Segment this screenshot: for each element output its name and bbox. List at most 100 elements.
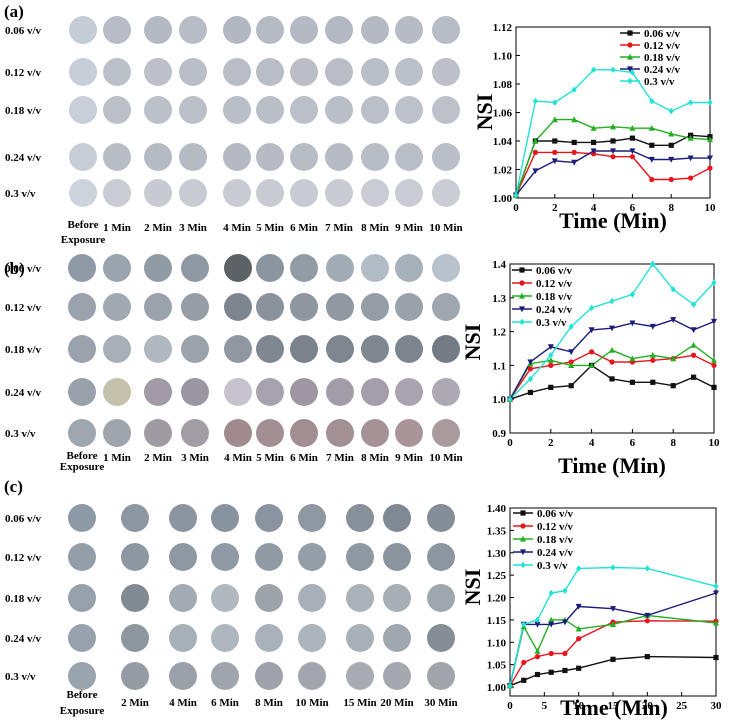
sample-circle [255, 624, 283, 652]
sample-circle [121, 543, 149, 571]
sample-circle [432, 96, 460, 124]
data-point [707, 99, 713, 106]
legend-label: 0.18 v/v [536, 291, 573, 303]
sample-circle [395, 293, 423, 321]
sample-circle [432, 378, 460, 406]
sample-circle [432, 419, 460, 447]
data-point [650, 260, 656, 268]
data-point [527, 359, 534, 366]
data-point [629, 355, 636, 362]
row-label: 0.06 v/v [5, 513, 42, 525]
x-tick-label: 0 [507, 437, 513, 449]
data-point [713, 583, 719, 590]
sample-circle [346, 584, 374, 612]
sample-circle [68, 293, 96, 321]
x-tick-label: 10 [705, 202, 717, 214]
column-label: 6 Min [211, 697, 239, 709]
data-point [568, 359, 574, 365]
x-tick-label: 20 [642, 700, 654, 712]
column-label: 10 Min [429, 222, 462, 234]
sample-circle [144, 96, 172, 124]
row-label: 0.18 v/v [5, 344, 42, 356]
data-point [690, 327, 697, 334]
column-label: 9 Min [395, 222, 423, 234]
sample-circle [121, 662, 149, 690]
data-point [548, 352, 554, 359]
x-tick-label: 4 [591, 202, 597, 214]
data-point [519, 292, 525, 299]
data-point [576, 565, 582, 572]
sample-circle [179, 143, 207, 171]
column-label: Exposure [61, 234, 106, 246]
data-point [629, 379, 635, 385]
y-tick-label: 1.4 [492, 259, 506, 271]
data-point [520, 535, 526, 542]
legend-label: 0.12 v/v [536, 278, 573, 290]
sample-circle [144, 58, 172, 86]
sample-circle [361, 143, 389, 171]
sample-circle [383, 662, 411, 690]
sample-circle [395, 16, 423, 44]
data-point [610, 148, 616, 155]
data-point [691, 301, 697, 308]
sample-circle [68, 543, 96, 571]
y-tick-label: 1.30 [487, 548, 507, 560]
sample-circle [103, 96, 131, 124]
sample-circle [256, 16, 284, 44]
legend-label: 0.3 v/v [536, 317, 567, 329]
y-tick-label: 1.12 [493, 22, 513, 34]
legend-label: 0.3 v/v [644, 76, 675, 88]
column-label: 4 Min [223, 222, 251, 234]
data-point [575, 603, 582, 610]
column-label: 5 Min [256, 452, 284, 464]
data-point [507, 682, 513, 689]
sample-circle [256, 335, 284, 363]
data-point [713, 654, 719, 661]
row-label: 0.12 v/v [5, 302, 42, 314]
data-point [711, 384, 717, 390]
y-tick-label: 1.0 [492, 394, 506, 406]
data-point [627, 30, 633, 36]
column-label: 3 Min [179, 222, 207, 234]
sample-circle [361, 335, 389, 363]
data-point [691, 374, 697, 380]
sample-circle [361, 419, 389, 447]
sample-circle [103, 254, 131, 282]
data-point [552, 138, 558, 144]
column-label: 5 Min [256, 222, 284, 234]
x-tick-label: 5 [542, 700, 548, 712]
data-point [588, 327, 595, 334]
y-tick-label: 1.25 [487, 570, 507, 582]
column-label: Exposure [60, 705, 105, 717]
sample-circle [361, 254, 389, 282]
sample-circle [224, 293, 252, 321]
sample-circle [68, 254, 96, 282]
data-point [551, 116, 558, 123]
data-point [668, 176, 674, 183]
data-point [609, 359, 615, 365]
plot-frame [509, 263, 715, 434]
sample-circle [325, 16, 353, 44]
data-point [713, 590, 719, 597]
legend-label: 0.06 v/v [644, 28, 681, 40]
data-point [520, 549, 526, 556]
row-label: 0.12 v/v [5, 552, 42, 564]
legend-label: 0.24 v/v [644, 64, 681, 76]
x-tick-label: 10 [573, 700, 585, 712]
sample-circle [326, 335, 354, 363]
series-line [509, 620, 717, 687]
sample-circle [179, 58, 207, 86]
data-point [519, 280, 525, 286]
data-point [520, 561, 526, 569]
sample-circle [224, 419, 252, 447]
data-point [627, 66, 633, 73]
sample-circle [68, 584, 96, 612]
sample-circle [223, 16, 251, 44]
data-point [649, 142, 655, 148]
column-label: 20 Min [380, 697, 413, 709]
data-point [668, 130, 675, 137]
sample-circle [211, 624, 239, 652]
sample-circle [68, 419, 96, 447]
data-point [548, 650, 554, 657]
nsi-chart-2: 0 2 4 6 8 10 0.9 1.0 1.1 1.2 1.3 1.4 0.06 v/v0.12 v/… [460, 259, 720, 478]
